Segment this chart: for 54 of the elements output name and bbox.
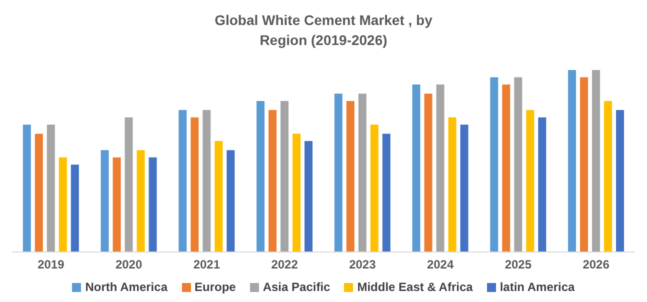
bar bbox=[190, 117, 199, 252]
x-tick-label: 2020 bbox=[115, 258, 142, 272]
bar bbox=[136, 150, 145, 252]
bar bbox=[502, 84, 510, 252]
bar bbox=[178, 110, 187, 252]
bar bbox=[382, 134, 390, 252]
bar bbox=[592, 70, 600, 252]
bar bbox=[58, 157, 67, 252]
x-tick-label: 2024 bbox=[426, 258, 454, 272]
bar bbox=[148, 157, 157, 252]
bar bbox=[580, 77, 588, 252]
bar bbox=[514, 77, 522, 252]
bar bbox=[268, 110, 277, 252]
bar bbox=[346, 100, 354, 252]
bar bbox=[490, 77, 498, 252]
bar bbox=[448, 117, 456, 252]
bar bbox=[124, 117, 133, 252]
x-tick-label: 2022 bbox=[271, 258, 298, 272]
bar bbox=[280, 100, 289, 252]
x-tick-label: 2026 bbox=[582, 258, 610, 272]
bar bbox=[70, 164, 79, 252]
bar bbox=[214, 140, 223, 252]
bar bbox=[112, 157, 121, 252]
bar bbox=[370, 124, 378, 252]
bar bbox=[100, 150, 109, 252]
x-tick-label: 2025 bbox=[504, 258, 532, 272]
legend-label: Middle East & Africa bbox=[356, 280, 473, 294]
bar bbox=[304, 140, 313, 252]
bar bbox=[34, 134, 43, 252]
bar bbox=[538, 117, 546, 252]
bar bbox=[460, 124, 468, 252]
legend-label: North America bbox=[84, 280, 168, 294]
bar bbox=[256, 100, 265, 252]
bar bbox=[22, 124, 31, 252]
bar bbox=[334, 94, 342, 252]
x-tick-label: 2021 bbox=[193, 258, 220, 272]
bar bbox=[46, 124, 55, 252]
bar bbox=[616, 110, 624, 252]
legend-label: Asia Pacific bbox=[262, 280, 330, 294]
bar bbox=[226, 150, 235, 252]
bar bbox=[424, 94, 432, 252]
x-tick-label: 2023 bbox=[349, 258, 376, 272]
legend-label: Europe bbox=[194, 280, 236, 294]
x-tick-label: 2019 bbox=[38, 258, 65, 272]
chart-title: Global White Cement Market , by Region (2019-2026) bbox=[214, 11, 434, 50]
bar bbox=[436, 84, 444, 252]
legend-label: latin America bbox=[498, 280, 575, 294]
bar bbox=[202, 110, 211, 252]
bar bbox=[526, 110, 534, 252]
bar bbox=[568, 70, 576, 252]
bar bbox=[358, 94, 366, 252]
bar bbox=[292, 134, 301, 252]
bar bbox=[412, 84, 420, 252]
bar bbox=[604, 100, 612, 252]
